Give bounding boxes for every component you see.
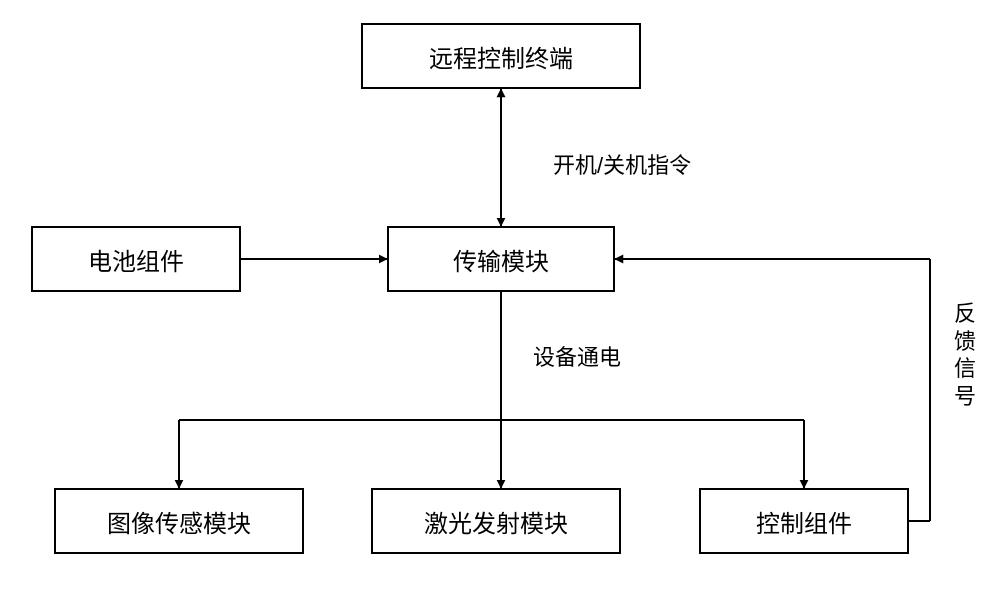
node-label: 电池组件 <box>88 242 184 277</box>
label-command: 开机/关机指令 <box>553 148 691 180</box>
feedback-char-4: 号 <box>954 383 976 411</box>
node-transmission: 传输模块 <box>387 226 615 292</box>
feedback-char-1: 反 <box>954 300 976 328</box>
node-label: 传输模块 <box>453 242 549 277</box>
node-image-sensor: 图像传感模块 <box>54 488 304 554</box>
label-power: 设备通电 <box>533 340 621 372</box>
node-laser-emitter: 激光发射模块 <box>371 488 621 554</box>
node-remote-terminal: 远程控制终端 <box>361 23 641 89</box>
node-label: 控制组件 <box>756 504 852 539</box>
node-label: 激光发射模块 <box>424 504 568 539</box>
node-label: 远程控制终端 <box>429 39 573 74</box>
feedback-char-3: 信 <box>954 355 976 383</box>
node-label: 图像传感模块 <box>107 504 251 539</box>
node-battery: 电池组件 <box>31 226 241 292</box>
feedback-char-2: 馈 <box>954 328 976 356</box>
node-controller: 控制组件 <box>699 488 909 554</box>
label-feedback: 反 馈 信 号 <box>954 300 976 410</box>
diagram-canvas: 远程控制终端 电池组件 传输模块 图像传感模块 激光发射模块 控制组件 开机/关… <box>0 0 1000 607</box>
